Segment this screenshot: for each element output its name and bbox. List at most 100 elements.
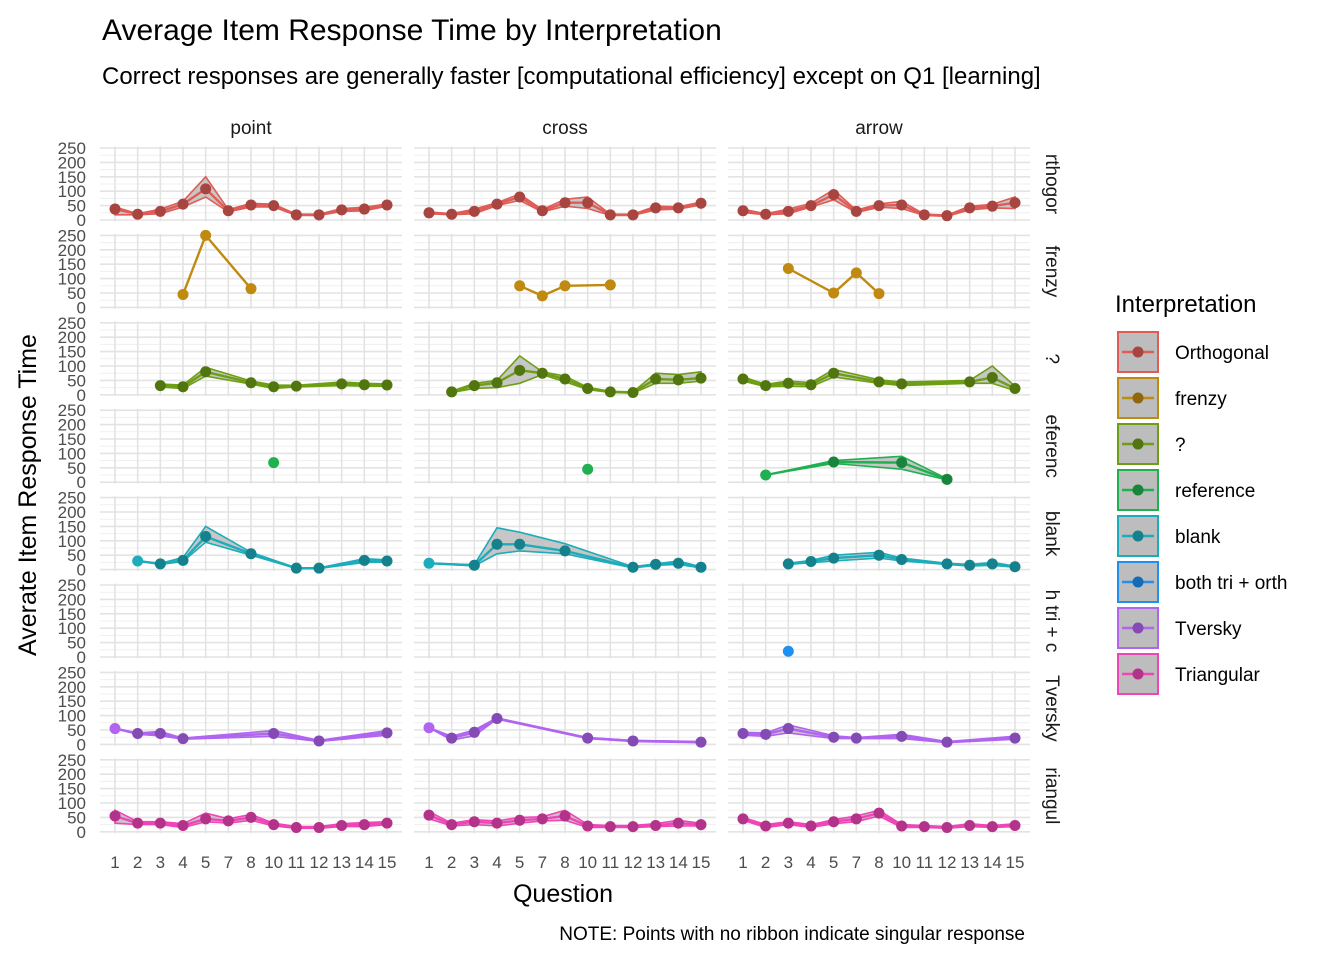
data-point-shade bbox=[986, 821, 998, 833]
data-point-shade bbox=[381, 727, 393, 739]
x-tick-label: 10 bbox=[578, 853, 597, 872]
data-point bbox=[896, 457, 908, 469]
x-tick-label: 15 bbox=[1006, 853, 1025, 872]
y-tick-label: 50 bbox=[67, 371, 86, 390]
data-point bbox=[381, 727, 393, 739]
data-point-shade bbox=[627, 735, 639, 747]
chart-subtitle: Correct responses are generally faster [… bbox=[102, 63, 1041, 90]
data-point-shade bbox=[132, 208, 144, 220]
data-point-shade bbox=[154, 817, 166, 829]
data-point bbox=[109, 203, 121, 215]
data-point bbox=[604, 209, 616, 221]
y-tick-label: 250 bbox=[58, 314, 86, 333]
data-point-shade bbox=[873, 200, 885, 212]
data-point bbox=[132, 727, 144, 739]
data-point-shade bbox=[290, 562, 302, 574]
data-point bbox=[805, 820, 817, 832]
x-tick-label: 3 bbox=[470, 853, 479, 872]
legend-key-point bbox=[1132, 346, 1144, 358]
data-point-shade bbox=[737, 813, 749, 825]
y-tick-label: 0 bbox=[77, 473, 86, 492]
data-point bbox=[986, 200, 998, 212]
data-point bbox=[695, 736, 707, 748]
facet-panel bbox=[100, 321, 402, 397]
data-point bbox=[760, 469, 772, 481]
data-point bbox=[828, 456, 840, 468]
data-point-shade bbox=[828, 816, 840, 828]
x-tick-label: 7 bbox=[852, 853, 861, 872]
data-point bbox=[268, 727, 280, 739]
data-point bbox=[268, 457, 280, 469]
facet-panel bbox=[414, 408, 716, 484]
data-point-shade bbox=[604, 386, 616, 398]
data-point bbox=[1009, 561, 1021, 573]
data-point-shade bbox=[268, 200, 280, 212]
x-tick-label: 13 bbox=[960, 853, 979, 872]
legend-item: frenzy bbox=[1117, 377, 1227, 419]
data-point bbox=[381, 199, 393, 211]
y-tick-label: 100 bbox=[58, 532, 86, 551]
data-point-shade bbox=[491, 712, 503, 724]
data-point bbox=[650, 202, 662, 214]
data-point-shade bbox=[760, 380, 772, 392]
facet-panel bbox=[100, 670, 402, 747]
data-point bbox=[760, 380, 772, 392]
y-tick-label: 250 bbox=[58, 489, 86, 508]
data-point-shade bbox=[582, 820, 594, 832]
facet-panel bbox=[728, 321, 1030, 397]
data-point bbox=[358, 203, 370, 215]
data-point bbox=[536, 205, 548, 217]
y-tick-label: 200 bbox=[58, 678, 86, 697]
row-strip-label: blank bbox=[1041, 511, 1062, 557]
data-point-shade bbox=[760, 208, 772, 220]
data-point bbox=[336, 204, 348, 216]
data-point-shade bbox=[559, 373, 571, 385]
series-line bbox=[742, 371, 1016, 390]
facet-panel bbox=[100, 758, 402, 834]
data-point-shade bbox=[536, 367, 548, 379]
data-point-shade bbox=[695, 197, 707, 209]
x-tick-label: 3 bbox=[156, 853, 165, 872]
data-point-shade bbox=[109, 203, 121, 215]
data-point bbox=[177, 819, 189, 831]
data-point bbox=[737, 727, 749, 739]
data-point bbox=[446, 386, 458, 398]
data-point bbox=[828, 816, 840, 828]
data-point bbox=[468, 559, 480, 571]
data-point bbox=[514, 538, 526, 550]
data-point bbox=[358, 379, 370, 391]
data-point-shade bbox=[650, 558, 662, 570]
data-point bbox=[828, 189, 840, 201]
data-point bbox=[468, 816, 480, 828]
data-point bbox=[604, 821, 616, 833]
y-tick-label: 50 bbox=[67, 459, 86, 478]
data-point bbox=[268, 381, 280, 393]
data-point bbox=[918, 209, 930, 221]
data-point bbox=[268, 200, 280, 212]
legend-label: reference bbox=[1175, 481, 1255, 502]
data-point bbox=[491, 377, 503, 389]
data-point-shade bbox=[177, 381, 189, 393]
x-tick-label: 11 bbox=[288, 853, 306, 872]
data-point-shade bbox=[604, 821, 616, 833]
legend-key-point bbox=[1132, 576, 1144, 588]
data-point bbox=[381, 379, 393, 391]
x-tick-label: 15 bbox=[692, 853, 711, 872]
data-point bbox=[986, 372, 998, 384]
row-strip-label: riangul bbox=[1041, 767, 1062, 824]
y-tick-label: 0 bbox=[77, 561, 86, 580]
data-point-shade bbox=[154, 380, 166, 392]
data-point-shade bbox=[177, 733, 189, 745]
data-point-shade bbox=[358, 554, 370, 566]
data-point-shade bbox=[828, 552, 840, 564]
data-point bbox=[109, 810, 121, 822]
data-point-shade bbox=[828, 367, 840, 379]
data-point bbox=[782, 558, 794, 570]
data-point-shade bbox=[245, 199, 257, 211]
y-tick-label: 150 bbox=[58, 430, 86, 449]
data-point-shade bbox=[514, 814, 526, 826]
data-point-shade bbox=[132, 727, 144, 739]
data-point bbox=[896, 378, 908, 390]
data-point bbox=[177, 554, 189, 566]
data-point-shade bbox=[381, 555, 393, 567]
